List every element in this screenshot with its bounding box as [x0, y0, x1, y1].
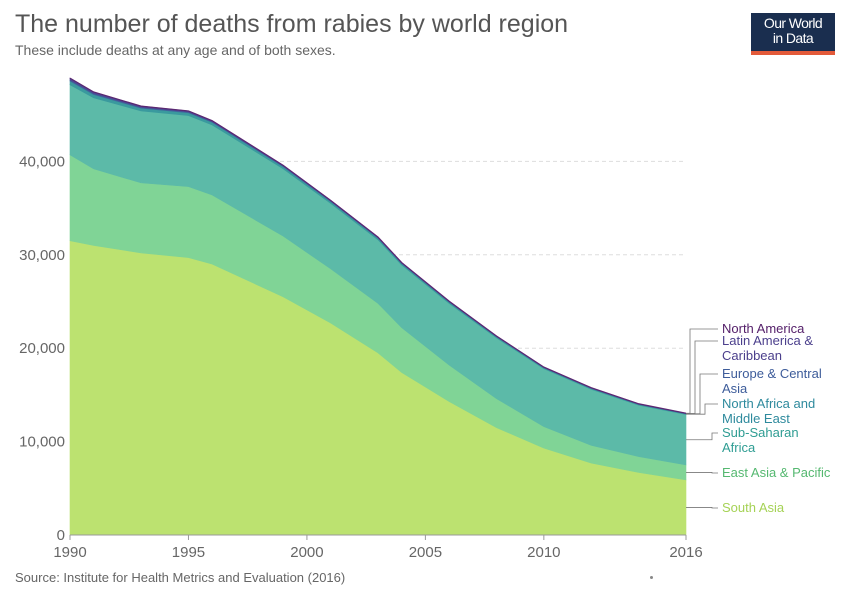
legend-entry-south-asia: South Asia [686, 500, 785, 515]
legend-label-europe-and-central-asia-line-2: Asia [722, 381, 748, 396]
legend-label-south-asia: South Asia [722, 500, 785, 515]
x-tick-label-1990: 1990 [53, 544, 86, 561]
y-tick-label-30000: 30,000 [19, 247, 65, 264]
legend-label-latin-america-and-caribbean-line-2: Caribbean [722, 348, 782, 363]
legend-connector-europe-and-central-asia [686, 373, 718, 415]
legend-label-latin-america-and-caribbean: Latin America & [722, 333, 813, 348]
x-tick-label-2010: 2010 [527, 544, 560, 561]
legend-connector-latin-america-and-caribbean [686, 340, 718, 414]
logo-line-2: in Data [772, 30, 814, 46]
legend-label-north-africa-and-middle-east-line-2: Middle East [722, 411, 790, 426]
legend-label-north-africa-and-middle-east: North Africa and [722, 396, 815, 411]
series-areas [69, 77, 687, 536]
legend-connector-east-asia-and-pacific [686, 472, 718, 474]
x-tick-label-1995: 1995 [172, 544, 205, 561]
chart-subtitle: These include deaths at any age and of b… [15, 42, 336, 58]
logo-accent-bar [751, 51, 835, 55]
total-outline [69, 77, 687, 414]
legend-connector-north-africa-and-middle-east [686, 403, 718, 415]
x-tick-label-2005: 2005 [409, 544, 442, 561]
legend-label-sub-saharan-africa: Sub-Saharan [722, 425, 799, 440]
y-tick-label-0: 0 [57, 527, 65, 544]
legend-connector-north-america [686, 328, 718, 414]
legend-label-east-asia-and-pacific: East Asia & Pacific [722, 465, 831, 480]
x-tick-label-2000: 2000 [290, 544, 323, 561]
legend-label-europe-and-central-asia: Europe & Central [722, 366, 822, 381]
y-tick-label-10000: 10,000 [19, 434, 65, 451]
y-tick-label-20000: 20,000 [19, 340, 65, 357]
y-tick-label-40000: 40,000 [19, 153, 65, 170]
legend-connector-sub-saharan-africa [686, 432, 718, 441]
logo-line-1: Our World [763, 15, 823, 31]
legend-label-sub-saharan-africa-line-2: Africa [722, 440, 756, 455]
legend-label-north-america: North America [722, 321, 805, 336]
legend-connector-south-asia [686, 507, 718, 509]
legend-entry-east-asia-and-pacific: East Asia & Pacific [686, 465, 831, 480]
x-tick-label-2016: 2016 [669, 544, 702, 561]
legend-entry-latin-america-and-caribbean: Latin America &Caribbean [686, 333, 813, 414]
decorative-dot [650, 576, 653, 579]
chart-title: The number of deaths from rabies by worl… [15, 10, 569, 38]
owid-logo[interactable]: Our World in Data [751, 13, 835, 55]
axes: 1990 1995 2000 2005 2010 2016 0 10,000 20,000 30,… [19, 153, 703, 561]
source-note: Source: Institute for Health Metrics and… [15, 570, 346, 585]
